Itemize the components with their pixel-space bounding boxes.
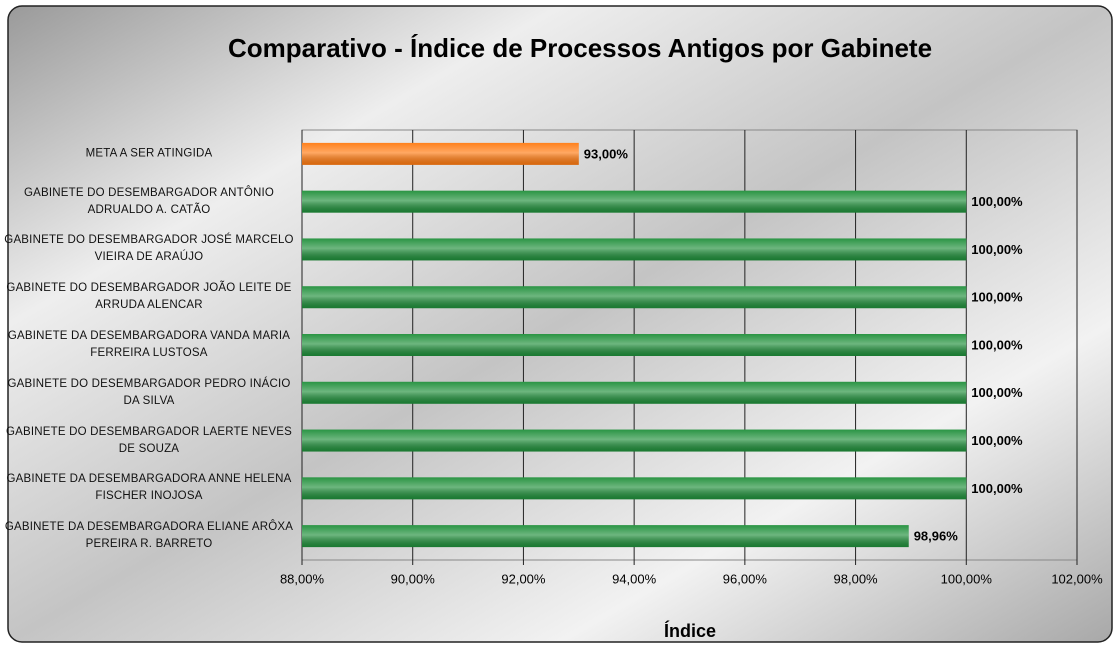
y-tick-label: META A SER ATINGIDA <box>85 147 213 160</box>
x-tick-label: 100,00% <box>941 571 993 586</box>
bar-shine <box>302 477 967 500</box>
value-label: 100,00% <box>971 242 1023 257</box>
x-tick-label: 88,00% <box>280 571 325 586</box>
value-label: 100,00% <box>971 433 1023 448</box>
value-label: 100,00% <box>971 385 1023 400</box>
y-tick-label: GABINETE DA DESEMBARGADORA ELIANE ARÔXA … <box>4 521 294 551</box>
chart-title: Comparativo - Índice de Processos Antigo… <box>228 33 932 63</box>
y-tick-label: GABINETE DO DESEMBARGADOR JOSÉ MARCELO V… <box>4 234 294 264</box>
x-tick-label: 90,00% <box>391 571 436 586</box>
x-axis-label: Índice <box>664 620 716 641</box>
bar-shine <box>302 525 909 548</box>
x-tick-label: 96,00% <box>723 571 768 586</box>
x-tick-label: 94,00% <box>612 571 657 586</box>
bar-shine <box>302 334 967 356</box>
value-label: 100,00% <box>971 481 1023 496</box>
value-label: 98,96% <box>914 529 959 544</box>
y-tick-label: GABINETE DO DESEMBARGADOR PEDRO INÁCIO D… <box>7 377 291 407</box>
y-tick-label: GABINETE DO DESEMBARGADOR ANTÔNIO ADRUAL… <box>23 186 275 216</box>
value-label: 100,00% <box>971 194 1023 209</box>
x-tick-label: 92,00% <box>501 571 546 586</box>
value-label: 100,00% <box>971 337 1023 352</box>
bar-shine <box>302 286 967 309</box>
bar-shine <box>302 190 967 213</box>
y-tick-label: GABINETE DA DESEMBARGADORA VANDA MARIA F… <box>7 330 291 359</box>
x-tick-label: 98,00% <box>834 571 879 586</box>
bar-shine <box>302 238 967 261</box>
bar-shine <box>302 381 967 404</box>
bar-shine <box>302 429 967 452</box>
y-tick-label: GABINETE DA DESEMBARGADORA ANNE HELENA F… <box>6 473 292 503</box>
value-label: 100,00% <box>971 290 1023 305</box>
x-tick-label: 102,00% <box>1051 571 1103 586</box>
y-tick-label: GABINETE DO DESEMBARGADOR JOÃO LEITE DE … <box>6 282 292 312</box>
bar-shine <box>302 142 579 165</box>
value-label: 93,00% <box>584 146 629 161</box>
y-tick-label: GABINETE DO DESEMBARGADOR LAERTE NEVES D… <box>5 425 292 455</box>
